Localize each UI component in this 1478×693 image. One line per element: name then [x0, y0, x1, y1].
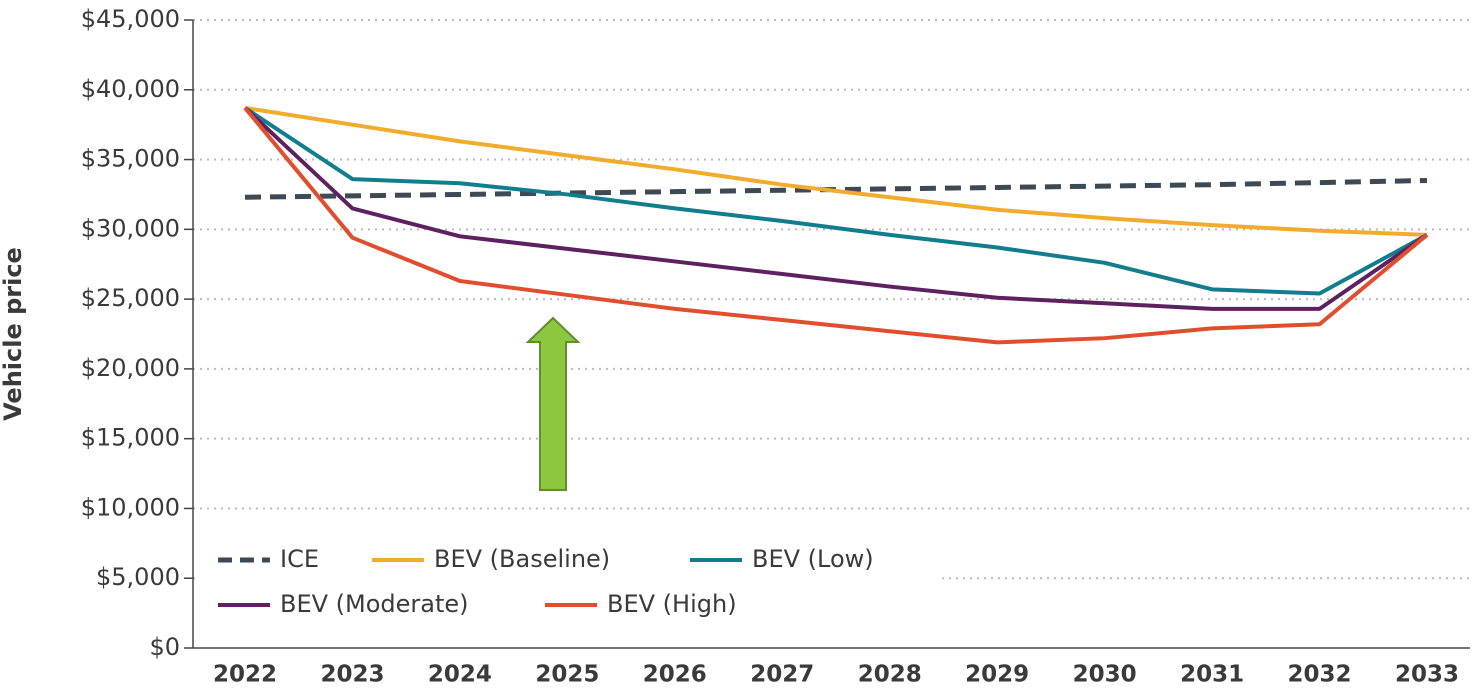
- x-tick-label: 2026: [643, 662, 707, 688]
- x-tick-label: 2027: [750, 662, 814, 688]
- y-tick-label: $15,000: [81, 424, 180, 452]
- series-line: [244, 105, 1428, 237]
- x-tick-label: 2025: [535, 662, 599, 688]
- series-line: [243, 106, 1429, 311]
- arrow-annotation: [525, 316, 581, 491]
- x-tick-label: 2031: [1180, 662, 1244, 688]
- series-line: [243, 106, 1429, 345]
- x-tick-label: 2029: [965, 662, 1029, 688]
- x-tick-label: 2033: [1395, 662, 1459, 688]
- y-tick-label: $20,000: [81, 354, 180, 382]
- legend-label: BEV (Moderate): [280, 590, 469, 618]
- x-tick-label: 2030: [1073, 662, 1137, 688]
- legend: ICE BEV (Baseline) BEV (Low) BEV (Moderate)…: [218, 545, 874, 618]
- legend-label: BEV (Low): [752, 545, 874, 573]
- lines: [243, 105, 1429, 345]
- legend-label: BEV (High): [607, 590, 737, 618]
- series-line: [243, 106, 1428, 296]
- y-axis-label: Vehicle price: [0, 247, 27, 421]
- y-tick-label: $35,000: [81, 145, 180, 173]
- y-tick-label: $25,000: [81, 284, 180, 312]
- legend-background: [200, 532, 940, 632]
- y-tick-label: $40,000: [81, 75, 180, 103]
- x-tick-label: 2023: [320, 662, 384, 688]
- y-tick-label: $5,000: [96, 563, 180, 591]
- series-line: [244, 177, 1428, 200]
- y-tick-label: $0: [149, 633, 180, 661]
- legend-label: ICE: [280, 545, 319, 573]
- x-tick-label: 2024: [428, 662, 492, 688]
- y-tick-label: $45,000: [81, 5, 180, 33]
- x-tick-label: 2032: [1288, 662, 1352, 688]
- legend-label: BEV (Baseline): [434, 545, 610, 573]
- grid: $0 $5,000 $10,000 $15,000 $20,000 $25,000 $30,…: [81, 5, 1470, 688]
- x-tick-label: 2022: [213, 662, 277, 688]
- y-tick-label: $10,000: [81, 493, 180, 521]
- y-tick-label: $30,000: [81, 214, 180, 242]
- x-tick-label: 2028: [858, 662, 922, 688]
